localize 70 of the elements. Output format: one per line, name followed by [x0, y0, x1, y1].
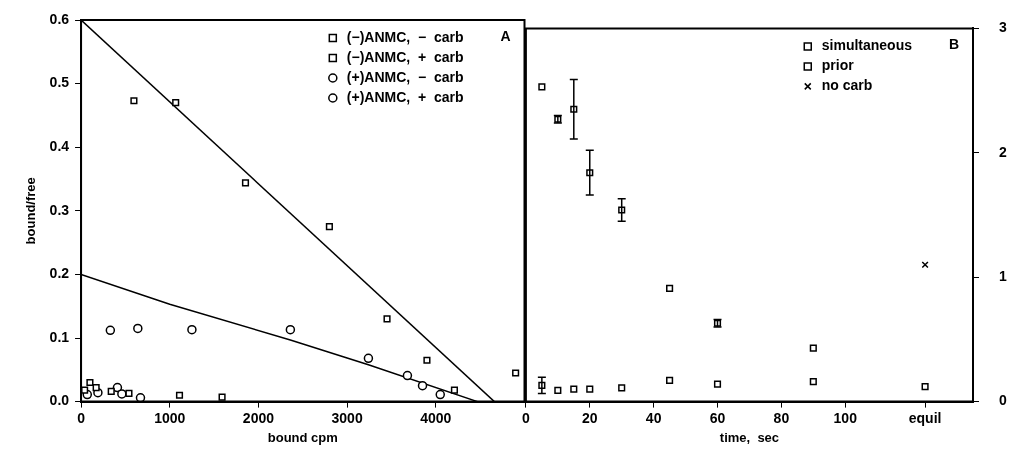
annotation: B	[948, 36, 959, 53]
point	[125, 389, 133, 397]
y-tick-label: 0.6	[49, 10, 70, 27]
point	[402, 370, 413, 381]
point	[133, 323, 143, 334]
legend-label: no carb	[821, 77, 873, 94]
point	[218, 393, 226, 401]
point	[107, 387, 115, 395]
point	[809, 344, 817, 352]
point	[809, 378, 817, 386]
x-tick-label: 0	[521, 409, 530, 426]
y-tick-label: 3	[999, 19, 1007, 36]
point	[363, 353, 374, 364]
point	[187, 324, 197, 335]
legend-label: (+)ANMC, + carb	[346, 88, 464, 105]
point	[135, 393, 146, 402]
x-tick-label: 0	[77, 409, 86, 426]
legend-label: prior	[821, 57, 855, 74]
x-tick-label: 40	[645, 409, 662, 426]
x-tick-label: 60	[709, 409, 726, 426]
point	[512, 369, 520, 377]
x-tick-label: 3000	[331, 409, 363, 426]
x-tick-label: 20	[581, 409, 598, 426]
point	[554, 386, 562, 394]
x-tick-label: 100	[833, 409, 858, 426]
legend-label: simultaneous	[821, 37, 913, 54]
y-tick-label: 0.0	[49, 392, 70, 409]
point	[86, 378, 94, 387]
y-tick-label: 0.2	[49, 265, 70, 282]
point	[586, 385, 594, 393]
legend-label: (+)ANMC, − carb	[346, 68, 464, 85]
point	[105, 325, 116, 336]
x-tick-label: 4000	[420, 409, 452, 426]
point	[285, 324, 296, 335]
point	[383, 315, 391, 323]
x-tick-label: 1000	[154, 409, 186, 426]
y-tick-label: 0	[999, 392, 1007, 409]
point	[172, 99, 180, 107]
x-tick-label: 2000	[242, 409, 275, 426]
y-axis-title: bound/free	[23, 177, 39, 245]
point	[666, 376, 674, 385]
point	[130, 97, 138, 105]
point	[713, 380, 722, 388]
point	[435, 389, 445, 400]
x-tick-label: equil	[908, 409, 942, 426]
x-axis-title: bound cpm	[267, 429, 338, 445]
legend-label: (−)ANMC, + carb	[346, 48, 464, 65]
point	[666, 284, 674, 292]
point	[921, 383, 929, 391]
y-tick-label: 0.4	[49, 138, 70, 155]
point	[423, 356, 431, 364]
y-tick-label: 0.3	[49, 201, 70, 218]
x-axis-title: time, sec	[719, 429, 780, 445]
point	[618, 384, 626, 392]
point	[538, 83, 546, 91]
y-tick-label: 1	[999, 268, 1007, 285]
annotation: A	[500, 27, 511, 44]
point	[241, 179, 250, 187]
point	[175, 391, 184, 399]
y-tick-label: 0.5	[49, 74, 70, 91]
point	[325, 223, 333, 231]
y-tick-label: 0.1	[49, 328, 70, 345]
point	[117, 389, 127, 399]
point	[417, 380, 428, 391]
point	[450, 386, 459, 394]
x-tick-label: 80	[773, 409, 790, 426]
y-tick-label: 2	[999, 143, 1007, 160]
point	[92, 384, 100, 392]
legend-label: (−)ANMC, − carb	[346, 28, 464, 45]
point	[570, 385, 578, 393]
